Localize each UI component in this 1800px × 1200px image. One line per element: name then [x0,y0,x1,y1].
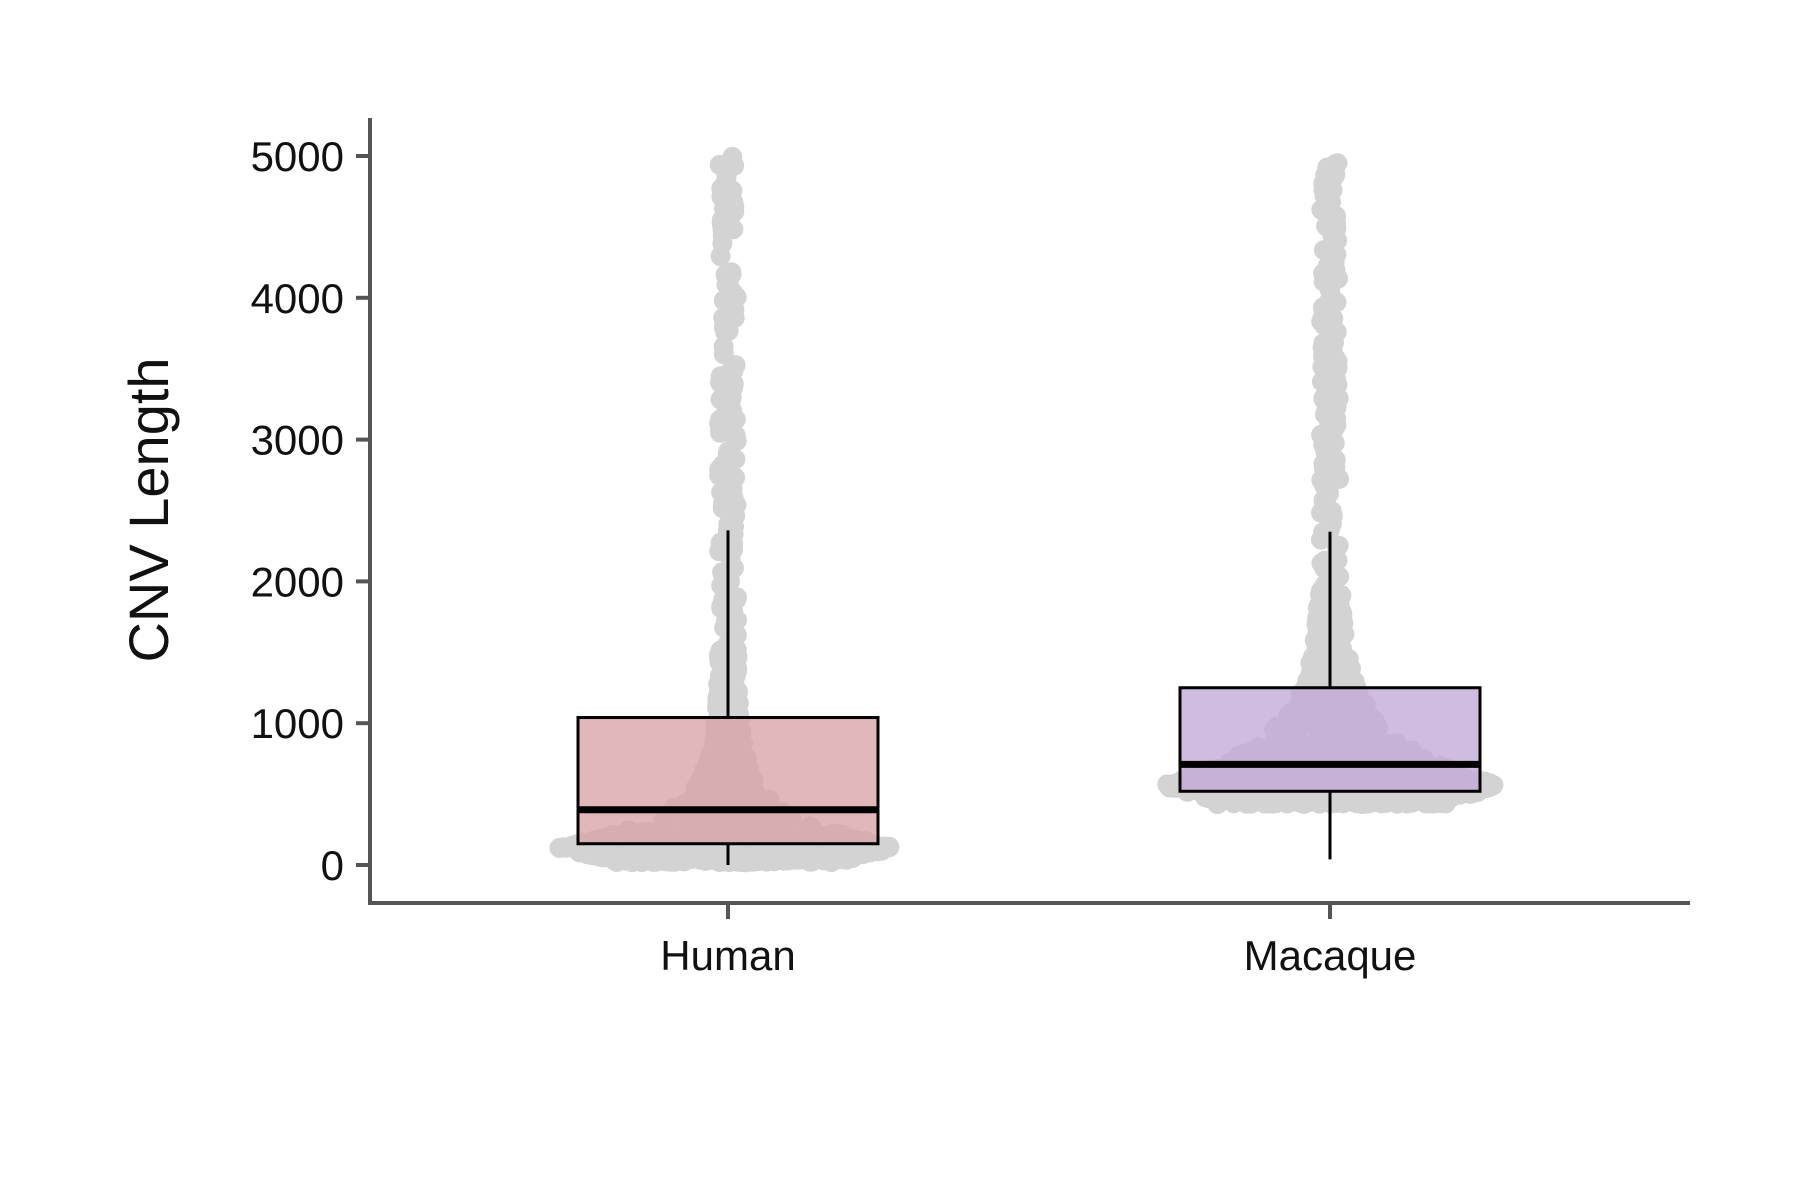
box-macaque [1178,531,1482,860]
data-point [1202,788,1223,809]
data-point [1323,380,1343,401]
x-tick-label: Macaque [1244,932,1417,979]
data-point [720,690,741,711]
data-point [1328,268,1348,289]
y-tick-label: 0 [321,842,344,889]
data-point [725,588,746,609]
data-point [1317,607,1338,628]
data-point [1325,348,1346,369]
data-point [724,196,745,217]
data-point [1311,424,1332,445]
data-point [1322,226,1343,247]
data-point [724,299,745,320]
y-tick-label: 1000 [251,700,344,747]
data-point [722,146,743,167]
data-point [1327,537,1348,557]
data-point [1159,777,1180,798]
data-point [1327,153,1348,174]
y-axis-title: CNV Length [117,357,180,662]
data-point [1314,495,1335,516]
data-point [1324,568,1345,589]
data-point [1319,203,1339,224]
data-point [716,167,737,188]
y-tick-label: 5000 [251,133,344,180]
data-point [1319,461,1340,482]
x-tick-label: Human [660,932,795,979]
data-point [1310,529,1331,550]
data-point [742,851,762,872]
data-point [1311,553,1332,574]
box-human [576,530,880,865]
y-tick-label: 2000 [251,558,344,605]
data-point [675,847,696,868]
data-point [1321,513,1342,534]
data-point [722,478,743,499]
data-point [1357,793,1378,814]
data-point [718,441,739,462]
data-point [1307,653,1328,673]
data-point [722,378,743,398]
data-point [1323,403,1344,424]
data-point [1483,775,1504,796]
data-point [709,648,730,669]
axis-layer: 0 1000 2000 3000 4000 5000 Human Macaque [251,118,1690,979]
data-point [1313,173,1334,194]
box-iqr [576,716,880,846]
box-layer [576,530,1482,865]
data-point [715,264,736,285]
data-point [1339,656,1360,677]
data-point [879,837,900,858]
data-point [1229,791,1250,812]
data-point [1250,791,1270,812]
data-point [710,457,731,478]
box-iqr [1178,686,1482,793]
y-tick-label: 3000 [251,417,344,464]
data-point [727,647,748,667]
data-point [779,845,800,866]
data-point [709,541,730,562]
data-point [713,344,734,364]
y-tick-label: 4000 [251,275,344,322]
data-point [712,219,733,240]
data-point [710,422,731,443]
data-point [1323,308,1344,329]
data-point [716,568,737,589]
data-point [1314,586,1335,607]
data-point [1281,790,1302,811]
